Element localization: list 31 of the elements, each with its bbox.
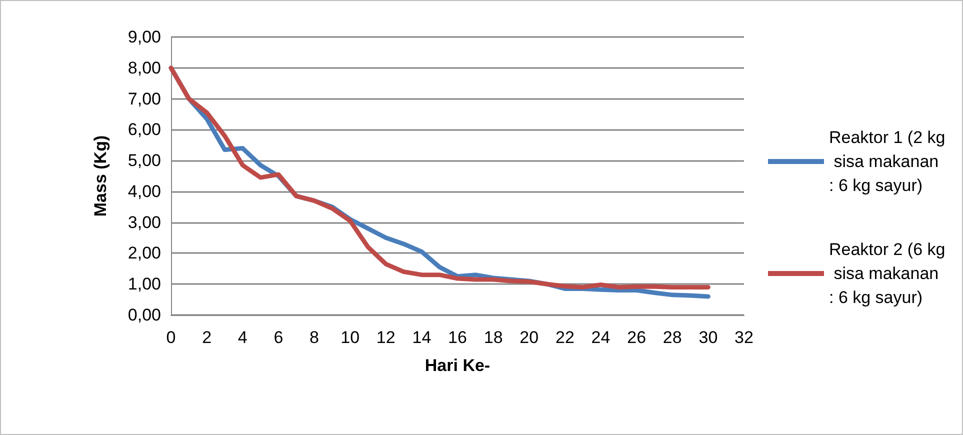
y-tick-label: 6,00	[128, 120, 161, 140]
x-tick-label: 14	[412, 328, 432, 347]
y-tick-label: 1,00	[128, 274, 161, 294]
y-tick-label: 3,00	[128, 212, 161, 232]
x-tick-label: 10	[340, 328, 360, 347]
x-tick-label: 0	[166, 328, 176, 347]
x-tick-label: 26	[627, 328, 646, 347]
y-tick-label: 7,00	[128, 89, 161, 108]
y-tick-label: 2,00	[128, 244, 161, 263]
y-axis-title: Mass (Kg)	[91, 135, 110, 217]
x-tick-label: 30	[698, 328, 718, 347]
x-tick-label: 32	[734, 328, 754, 347]
y-tick-label: 9,00	[128, 28, 161, 46]
x-tick-label: 24	[591, 328, 610, 347]
x-tick-label: 18	[484, 328, 503, 347]
x-tick-label: 20	[520, 328, 539, 347]
x-axis-title: Hari Ke-	[424, 356, 490, 375]
y-tick-label: 5,00	[128, 151, 161, 170]
y-tick-label: 4,00	[128, 182, 161, 201]
x-tick-label: 8	[310, 328, 319, 347]
legend-label: Reaktor 2 (6 kg sisa makanan : 6 kg sayur)	[829, 240, 946, 307]
x-tick-label: 2	[202, 328, 212, 347]
y-tick-label: 0,00	[128, 306, 161, 324]
legend-label: Reaktor 1 (2 kg sisa makanan : 6 kg sayur)	[829, 128, 946, 195]
x-tick-label: 22	[555, 328, 574, 347]
y-tick-label: 8,00	[128, 58, 161, 78]
x-tick-label: 4	[238, 328, 248, 347]
x-tick-label: 6	[274, 328, 284, 347]
x-tick-label: 16	[448, 328, 467, 347]
x-tick-label: 28	[662, 328, 682, 347]
x-tick-label: 12	[376, 328, 396, 347]
